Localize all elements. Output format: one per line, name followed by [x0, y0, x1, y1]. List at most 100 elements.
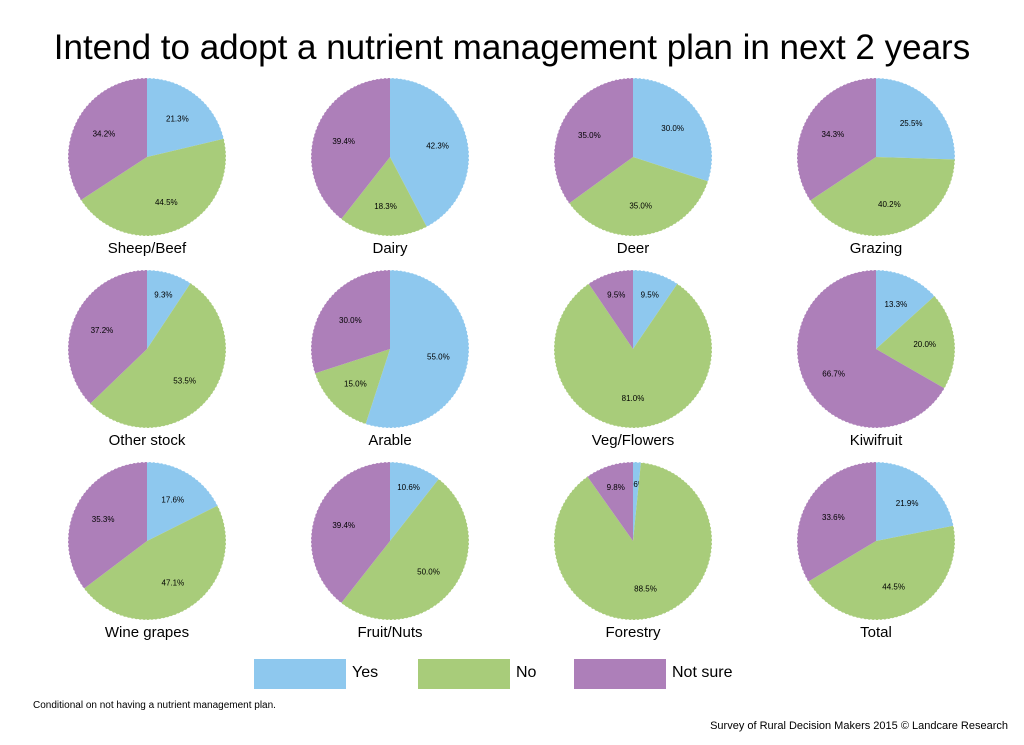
pie-other-stock: 9.3% 53.5% 37.2% Other stock: [67, 269, 227, 449]
pie-slice-arable-yes: [365, 270, 469, 428]
pie-slice-sheep-beef-yes: [147, 78, 224, 157]
pie-label-kiwifruit: Kiwifruit: [850, 432, 903, 449]
footnote: Conditional on not having a nutrient man…: [33, 700, 276, 711]
pie-value-label-arable-no: 15.0%: [344, 380, 367, 389]
pie-value-label-other-stock-yes: 9.3%: [154, 291, 172, 300]
pie-slice-total-yes: [876, 462, 954, 541]
pie-slice-deer-no: [569, 157, 709, 237]
pie-slice-wine-grapes-no: [83, 505, 226, 620]
pie-dairy: 42.3% 18.3% 39.4% Dairy: [310, 77, 470, 257]
pie-outline-other-stock: [67, 269, 227, 429]
legend-label-no: No: [516, 664, 537, 681]
pie-outline-grazing: [796, 77, 956, 237]
pie-deer: 30.0% 35.0% 35.0% Deer: [553, 77, 713, 257]
pie-fruit-nuts: 10.6% 50.0% 39.4% Fruit/Nuts: [310, 461, 470, 641]
pie-slice-kiwifruit-yes: [876, 270, 935, 349]
pie-value-label-other-stock-not-sure: 37.2%: [91, 326, 114, 335]
pie-outline-fruit-nuts: [310, 461, 470, 621]
pie-outline-sheep-beef: [67, 77, 227, 237]
pie-value-label-deer-not-sure: 35.0%: [578, 131, 601, 140]
pie-value-label-arable-yes: 55.0%: [427, 353, 450, 362]
pie-slice-sheep-beef-no: [80, 138, 227, 236]
pie-slice-forestry-yes: [633, 462, 641, 541]
pie-value-label-sheep-beef-not-sure: 34.2%: [93, 130, 116, 139]
chart-title: Intend to adopt a nutrient management pl…: [53, 28, 971, 67]
pie-forestry: 1.6% 88.5% 9.8% Forestry: [553, 461, 713, 641]
pie-outline-veg-flowers: [553, 269, 713, 429]
pie-slice-veg-flowers-not-sure: [588, 270, 633, 349]
pie-slice-dairy-no: [341, 157, 427, 237]
pie-value-label-fruit-nuts-no: 50.0%: [417, 567, 440, 576]
pie-slice-wine-grapes-not-sure: [68, 462, 147, 589]
pie-value-label-kiwifruit-not-sure: 66.7%: [822, 370, 845, 379]
pie-slice-kiwifruit-not-sure: [797, 270, 945, 429]
pie-slice-grazing-no: [810, 157, 955, 236]
pie-label-wine-grapes: Wine grapes: [105, 624, 189, 641]
pie-label-total: Total: [860, 624, 892, 641]
pie-value-label-veg-flowers-no: 81.0%: [622, 394, 645, 403]
pie-slice-dairy-not-sure: [310, 78, 390, 220]
pie-value-label-grazing-not-sure: 34.3%: [822, 130, 845, 139]
pie-value-label-other-stock-no: 53.5%: [173, 376, 196, 385]
pie-value-label-fruit-nuts-yes: 10.6%: [397, 483, 420, 492]
pie-value-label-kiwifruit-no: 20.0%: [913, 340, 936, 349]
pie-slice-sheep-beef-not-sure: [68, 78, 147, 201]
pie-slice-fruit-nuts-not-sure: [311, 462, 390, 604]
pie-grazing: 25.5% 40.2% 34.3% Grazing: [796, 77, 956, 257]
pie-value-label-sheep-beef-yes: 21.3%: [166, 115, 189, 124]
pie-value-label-forestry-not-sure: 9.8%: [607, 483, 625, 492]
legend-label-yes: Yes: [352, 664, 379, 681]
pie-value-label-deer-no: 35.0%: [629, 201, 652, 210]
pie-sheep-beef: 21.3% 44.5% 34.2% Sheep/Beef: [67, 77, 227, 257]
pie-outline-arable: [310, 269, 470, 429]
legend-label-not-sure: Not sure: [672, 664, 733, 681]
pie-label-veg-flowers: Veg/Flowers: [592, 432, 675, 449]
pie-value-label-veg-flowers-yes: 9.5%: [641, 291, 659, 300]
pie-slice-veg-flowers-yes: [633, 270, 678, 349]
pie-value-label-wine-grapes-not-sure: 35.3%: [92, 515, 115, 524]
pie-slice-fruit-nuts-yes: [390, 461, 439, 541]
pie-arable: 55.0% 15.0% 30.0% Arable: [310, 269, 470, 449]
pie-slice-arable-not-sure: [311, 270, 390, 374]
pie-label-deer: Deer: [617, 240, 650, 257]
pie-label-fruit-nuts: Fruit/Nuts: [357, 624, 422, 641]
pie-value-label-forestry-yes: 1.6%: [627, 480, 645, 489]
pie-slice-dairy-yes: [390, 78, 470, 227]
pie-slice-fruit-nuts-no: [341, 478, 469, 620]
pie-slice-total-no: [808, 525, 955, 621]
pie-value-label-dairy-yes: 42.3%: [426, 141, 449, 150]
pie-veg-flowers: 9.5% 81.0% 9.5% Veg/Flowers: [553, 269, 713, 449]
pie-label-grazing: Grazing: [850, 240, 903, 257]
pie-value-label-dairy-no: 18.3%: [374, 202, 397, 211]
legend-swatch-yes: [254, 659, 346, 689]
pie-outline-kiwifruit: [796, 269, 956, 429]
pie-label-sheep-beef: Sheep/Beef: [108, 240, 187, 257]
pie-slice-arable-no: [314, 349, 390, 425]
pie-slice-forestry-no: [554, 462, 713, 620]
pie-value-label-veg-flowers-not-sure: 9.5%: [607, 291, 625, 300]
pie-outline-forestry: [553, 461, 713, 621]
pie-slice-wine-grapes-yes: [147, 462, 218, 541]
pie-slice-forestry-not-sure: [587, 462, 633, 541]
pie-outline-dairy: [310, 77, 470, 237]
pie-label-dairy: Dairy: [372, 240, 408, 257]
pie-value-label-grazing-yes: 25.5%: [900, 119, 923, 128]
pie-wine-grapes: 17.6% 47.1% 35.3% Wine grapes: [67, 461, 227, 641]
pie-value-label-sheep-beef-no: 44.5%: [155, 198, 178, 207]
legend-swatch-no: [418, 659, 510, 689]
source-credit: Survey of Rural Decision Makers 2015 © L…: [710, 720, 1008, 732]
pie-slice-grazing-not-sure: [797, 78, 876, 201]
pie-value-label-arable-not-sure: 30.0%: [339, 316, 362, 325]
pie-slice-other-stock-yes: [147, 270, 191, 349]
pie-slice-deer-yes: [633, 78, 712, 182]
pie-value-label-total-no: 44.5%: [882, 583, 905, 592]
pie-slice-kiwifruit-no: [876, 296, 955, 389]
pie-label-arable: Arable: [368, 432, 411, 449]
pie-value-label-total-yes: 21.9%: [896, 499, 919, 508]
pie-value-label-grazing-no: 40.2%: [878, 200, 901, 209]
pie-value-label-deer-yes: 30.0%: [661, 124, 684, 133]
pie-charts-grid: 21.3% 44.5% 34.2% Sheep/Beef 42.3% 18.3% 39.4%…: [67, 77, 956, 641]
pie-label-other-stock: Other stock: [109, 432, 186, 449]
pie-slice-other-stock-no: [90, 283, 227, 429]
pie-value-label-wine-grapes-yes: 17.6%: [161, 495, 184, 504]
